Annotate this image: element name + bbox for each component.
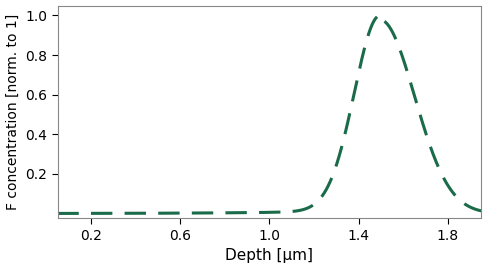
X-axis label: Depth [μm]: Depth [μm] <box>225 249 314 263</box>
Y-axis label: F concentration [norm. to 1]: F concentration [norm. to 1] <box>5 14 19 210</box>
